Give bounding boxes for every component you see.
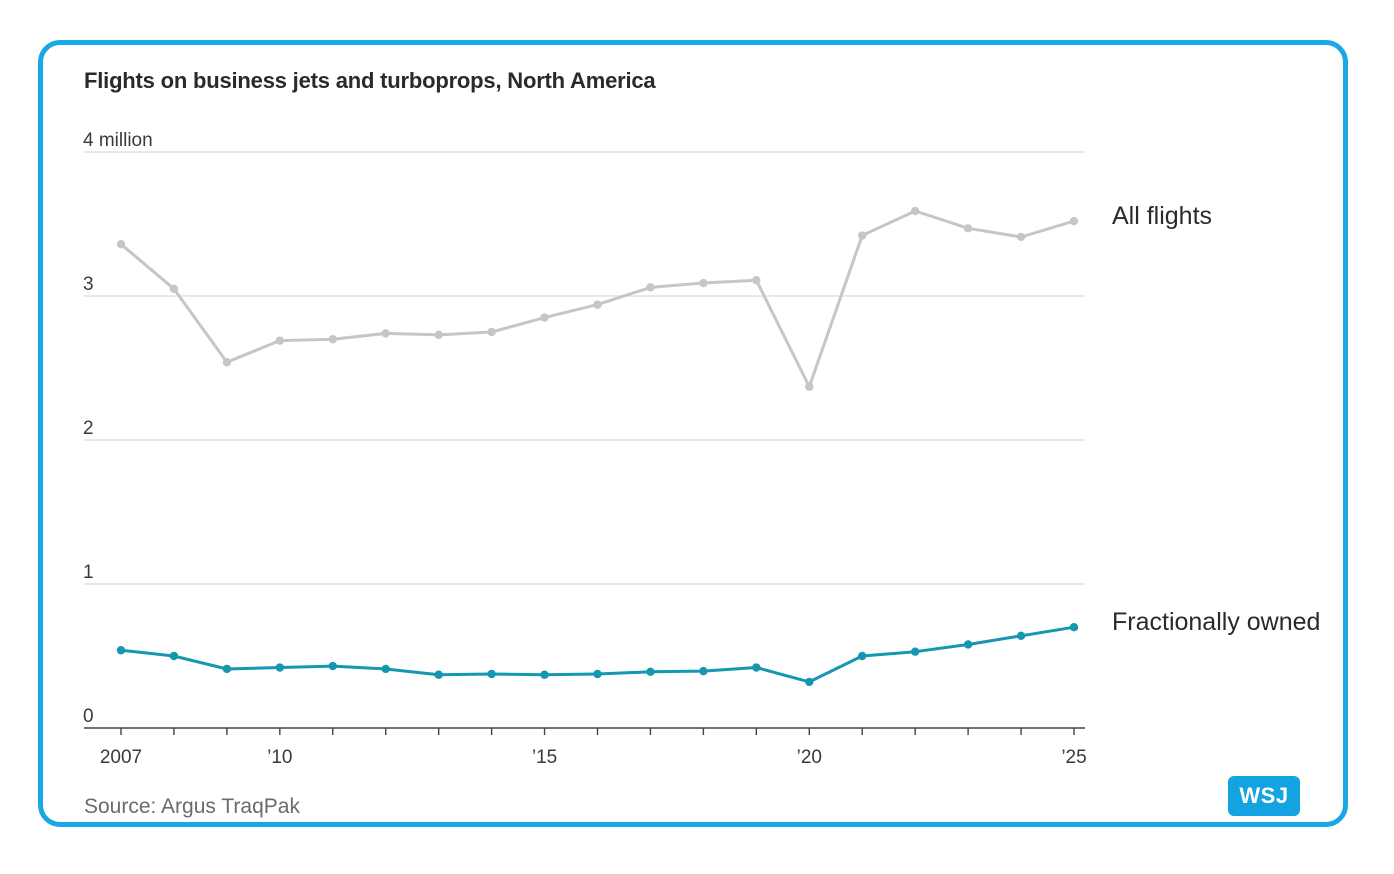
data-point-fractional-2008	[169, 651, 179, 661]
chart-frame	[38, 40, 1348, 827]
data-point-fractional-2014	[487, 669, 496, 679]
series-label-fractional: Fractionally owned	[1112, 608, 1320, 636]
data-point-fractional-2020	[805, 677, 814, 687]
data-point-all-flights-2018	[699, 278, 708, 288]
x-tick-label: ’15	[532, 747, 557, 768]
data-point-fractional-2025	[1069, 623, 1079, 632]
data-point-all-flights-2009	[222, 358, 232, 367]
x-tick-label: ’10	[267, 747, 292, 768]
source-note: Source: Argus TraqPak	[84, 795, 300, 818]
data-point-all-flights-2017	[646, 283, 655, 292]
y-tick-label: 2	[83, 418, 94, 439]
data-point-all-flights-2007	[116, 239, 126, 249]
labels: 4 million 3 2 1 0 2007 ’10 ’15 ’20 ’25 All flights…	[83, 130, 1320, 768]
data-point-fractional-2011	[328, 661, 337, 671]
x-tick-label: ’20	[797, 747, 822, 768]
data-point-all-flights-2008	[169, 284, 179, 293]
data-point-all-flights-2021	[858, 231, 867, 240]
x-axis	[120, 728, 1075, 735]
y-tick-label: 4 million	[83, 130, 153, 151]
data-point-fractional-2010	[275, 663, 285, 672]
y-tick-label: 1	[83, 562, 94, 583]
data-point-fractional-2012	[381, 664, 390, 674]
series-label-all-flights: All flights	[1112, 202, 1212, 230]
x-tick-label: ’25	[1061, 747, 1086, 768]
data-point-all-flights-2020	[805, 382, 814, 391]
data-point-fractional-2018	[699, 666, 708, 676]
data-point-fractional-2019	[752, 663, 761, 672]
data-point-all-flights-2013	[434, 330, 443, 340]
chart-title: Flights on business jets and turboprops,…	[84, 68, 656, 93]
data-point-all-flights-2015	[540, 313, 549, 322]
data-point-fractional-2017	[646, 667, 655, 677]
y-tick-label: 0	[83, 706, 94, 727]
data-point-all-flights-2016	[593, 300, 602, 309]
series	[116, 206, 1079, 687]
data-point-all-flights-2010	[275, 336, 285, 345]
data-point-all-flights-2025	[1069, 216, 1079, 226]
wsj-logo-badge: WSJ	[1228, 776, 1300, 816]
data-point-fractional-2022	[910, 647, 920, 656]
data-point-all-flights-2019	[752, 275, 761, 285]
series-line-all-flights	[120, 209, 1075, 389]
y-tick-label: 3	[83, 274, 94, 295]
x-tick-label: 2007	[100, 747, 142, 768]
data-point-all-flights-2012	[381, 329, 390, 338]
data-point-all-flights-2011	[328, 335, 337, 344]
data-point-all-flights-2022	[910, 206, 920, 216]
data-point-all-flights-2014	[487, 327, 496, 337]
data-point-all-flights-2023	[963, 224, 973, 233]
data-point-fractional-2021	[858, 651, 867, 661]
data-point-fractional-2016	[593, 669, 602, 679]
data-point-fractional-2024	[1016, 631, 1026, 641]
data-point-fractional-2007	[116, 646, 126, 655]
data-point-all-flights-2024	[1016, 232, 1026, 242]
gridlines	[84, 151, 1085, 729]
data-point-fractional-2009	[222, 664, 232, 674]
data-point-fractional-2015	[540, 670, 549, 679]
data-point-fractional-2023	[963, 640, 973, 649]
data-point-fractional-2013	[434, 670, 443, 679]
